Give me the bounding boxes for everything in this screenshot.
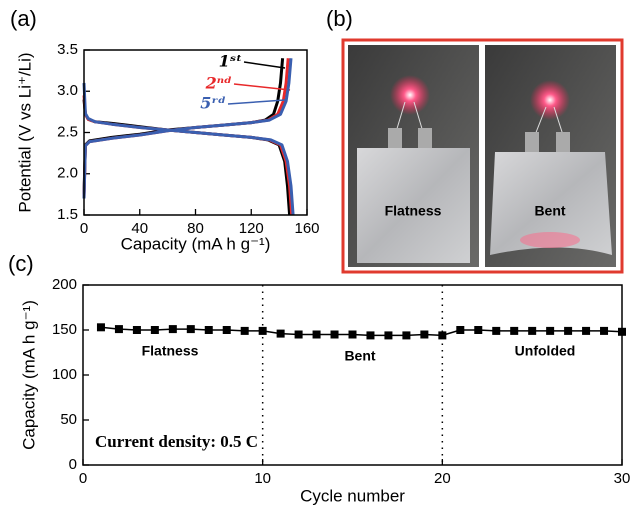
photo-caption: Bent: [534, 203, 565, 219]
plot-frame: [82, 284, 623, 466]
marker: [474, 326, 483, 334]
photo-frame: [341, 38, 624, 274]
annotation: Flatness: [142, 343, 199, 359]
marker: [96, 323, 105, 332]
marker: [132, 326, 141, 334]
marker: [186, 325, 195, 334]
y-tick-label: 2.0: [57, 165, 78, 182]
y-axis-label: Capacity (mA h g⁻¹): [19, 300, 38, 450]
x-tick-label: 40: [131, 220, 148, 237]
marker: [546, 326, 555, 335]
legend-label: 2ⁿᵈ: [205, 74, 232, 93]
marker: [222, 326, 231, 334]
marker: [402, 331, 411, 340]
panel-label: (a): [10, 6, 37, 31]
marker: [438, 331, 447, 340]
x-tick-label: 20: [434, 470, 451, 487]
annotation: Bent: [344, 348, 375, 364]
marker: [294, 330, 303, 339]
marker: [258, 326, 267, 335]
x-tick-label: 0: [80, 220, 88, 237]
marker: [204, 326, 213, 334]
legend-arrow: [227, 99, 286, 105]
photo-caption: Flatness: [385, 203, 442, 219]
legend-label: 1ˢᵗ: [219, 52, 242, 71]
marker: [510, 326, 519, 335]
y-tick-label: 3.5: [57, 41, 78, 58]
y-tick-label: 1.5: [57, 206, 78, 223]
legend-label: 5ʳᵈ: [200, 94, 226, 113]
plot-frame: [83, 49, 308, 216]
marker: [312, 330, 321, 339]
y-tick-label: 2.5: [57, 123, 78, 140]
marker: [492, 326, 501, 335]
marker: [420, 330, 429, 339]
y-tick-label: 150: [52, 321, 77, 338]
marker: [366, 331, 375, 340]
marker: [528, 326, 537, 335]
panel-label: (b): [326, 6, 353, 31]
marker: [240, 326, 249, 335]
x-tick-label: 0: [79, 470, 87, 487]
legend-arrow: [243, 61, 286, 69]
marker: [564, 326, 573, 335]
legend-arrow: [233, 83, 291, 91]
x-axis-label: Capacity (mA h g⁻¹): [121, 234, 271, 253]
y-axis-label: Potential (V vs Li⁺/Li): [15, 52, 34, 212]
x-tick-label: 30: [614, 470, 630, 487]
y-tick-label: 3.0: [57, 82, 78, 99]
x-axis-label: Cycle number: [300, 486, 405, 505]
y-tick-label: 100: [52, 366, 77, 383]
marker: [384, 331, 393, 340]
marker: [456, 326, 465, 334]
x-tick-label: 10: [254, 470, 271, 487]
x-tick-label: 120: [239, 220, 264, 237]
annotation: Current density: 0.5 C: [95, 432, 258, 451]
marker: [330, 330, 339, 339]
marker: [168, 325, 177, 334]
x-tick-label: 80: [187, 220, 204, 237]
marker: [600, 326, 609, 335]
annotation: Unfolded: [515, 343, 576, 359]
marker: [150, 326, 159, 334]
y-tick-label: 200: [52, 276, 77, 293]
x-tick-label: 160: [294, 220, 319, 237]
panel-label: (c): [8, 251, 34, 276]
marker: [276, 329, 285, 338]
y-tick-label: 0: [69, 456, 77, 473]
marker: [114, 325, 123, 334]
series-line: [100, 326, 623, 337]
photo-left: Flatness: [348, 45, 479, 267]
marker: [348, 330, 357, 339]
photo-right: Bent: [485, 45, 616, 267]
marker: [582, 326, 591, 335]
series-line: [82, 58, 295, 216]
y-tick-label: 50: [60, 411, 77, 428]
